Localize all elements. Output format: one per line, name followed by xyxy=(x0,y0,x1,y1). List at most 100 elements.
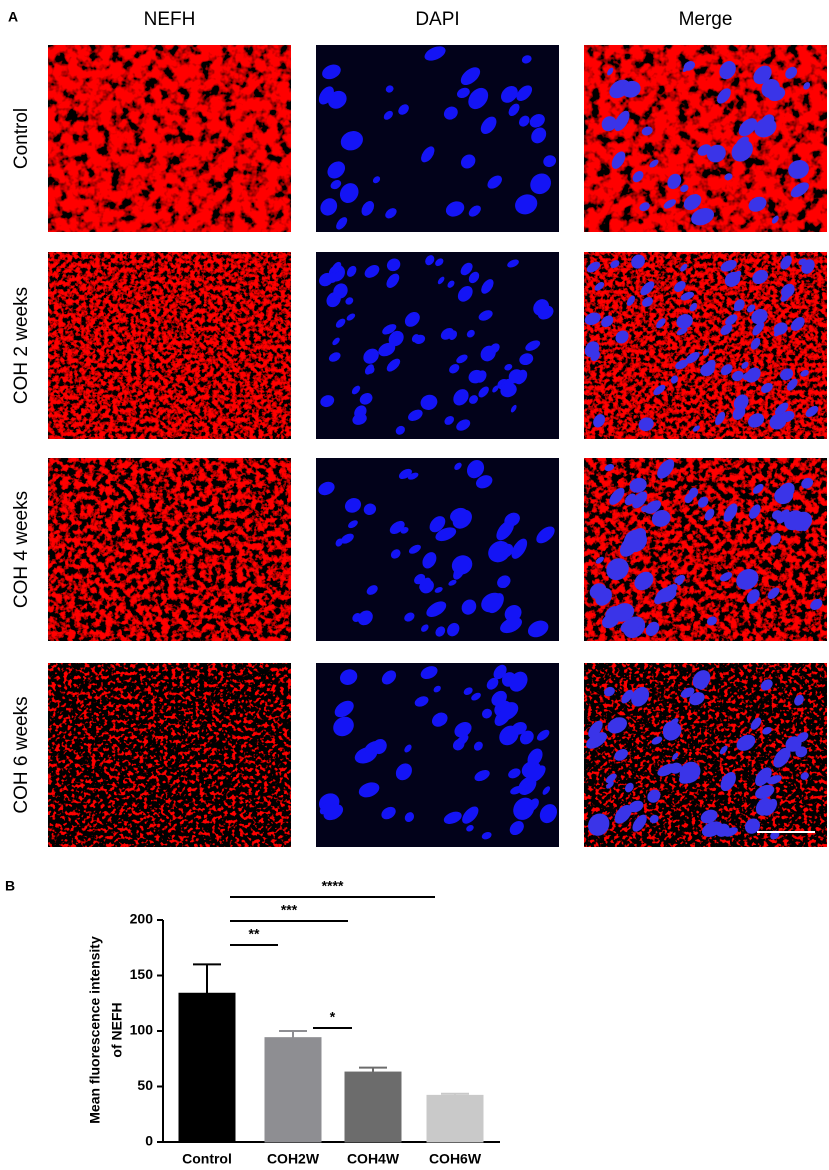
column-header: DAPI xyxy=(415,9,459,30)
nucleus xyxy=(354,405,367,419)
nucleus xyxy=(748,196,767,212)
nucleus xyxy=(770,532,781,546)
significance-label: *** xyxy=(281,902,298,918)
nucleus xyxy=(443,106,458,120)
nucleus xyxy=(363,348,379,364)
nucleus xyxy=(414,696,429,707)
nucleus xyxy=(631,686,650,707)
nucleus xyxy=(653,384,666,396)
nucleus xyxy=(521,55,532,64)
nucleus xyxy=(480,345,496,362)
y-tick-label: 50 xyxy=(137,1077,153,1093)
nucleus xyxy=(508,103,520,117)
nucleus xyxy=(529,765,546,782)
nucleus xyxy=(805,405,819,418)
nucleus xyxy=(318,481,335,496)
nucleus xyxy=(454,721,472,738)
nucleus xyxy=(420,666,438,680)
nucleus xyxy=(385,208,397,219)
nucleus xyxy=(762,798,778,816)
nucleus xyxy=(404,812,415,823)
nucleus xyxy=(774,402,789,416)
nucleus xyxy=(700,362,715,377)
nucleus xyxy=(689,302,698,312)
nucleus xyxy=(645,621,660,637)
x-tick-label: COH4W xyxy=(347,1151,400,1167)
nucleus xyxy=(486,677,499,690)
nucleus xyxy=(772,418,785,430)
nefh-stain xyxy=(584,252,827,439)
nefh-stain xyxy=(48,252,291,439)
y-axis-label: Mean fluorescence intensity xyxy=(87,936,103,1124)
nucleus xyxy=(706,144,726,163)
nucleus xyxy=(519,730,534,745)
nucleus xyxy=(460,67,481,86)
nucleus xyxy=(676,314,693,329)
nucleus xyxy=(680,291,695,301)
nucleus xyxy=(332,337,340,346)
nucleus xyxy=(404,311,420,327)
nucleus xyxy=(404,744,412,753)
nucleus xyxy=(786,378,798,391)
nucleus xyxy=(536,729,550,741)
nucleus xyxy=(588,720,603,738)
nucleus xyxy=(425,255,435,266)
nucleus xyxy=(620,618,642,633)
nucleus xyxy=(624,782,634,793)
nucleus xyxy=(481,279,494,294)
nucleus xyxy=(638,417,654,432)
nucleus xyxy=(741,361,749,369)
nucleus xyxy=(382,324,397,335)
nucleus xyxy=(327,161,346,179)
nucleus xyxy=(651,510,671,527)
nucleus xyxy=(389,520,405,534)
nucleus xyxy=(509,671,528,692)
nucleus xyxy=(351,385,361,395)
nucleus xyxy=(525,340,541,351)
nucleus xyxy=(674,281,686,293)
nucleus xyxy=(435,527,457,542)
x-tick-label: COH6W xyxy=(429,1151,482,1167)
nucleus xyxy=(346,265,357,277)
bar xyxy=(178,992,236,1143)
nucleus xyxy=(536,526,555,544)
nucleus xyxy=(487,593,504,614)
nucleus xyxy=(704,508,715,521)
nucleus xyxy=(738,118,758,137)
nucleus xyxy=(414,334,426,344)
nucleus xyxy=(519,353,534,366)
nucleus xyxy=(795,746,808,758)
nucleus xyxy=(408,409,423,421)
nucleus xyxy=(421,146,435,163)
nucleus xyxy=(318,86,334,105)
nucleus xyxy=(586,732,608,749)
nucleus xyxy=(466,825,474,832)
nucleus xyxy=(800,369,809,377)
nucleus xyxy=(466,460,485,479)
nucleus xyxy=(621,689,634,704)
nucleus xyxy=(780,292,791,302)
nucleus xyxy=(746,304,756,313)
nucleus xyxy=(366,366,375,374)
nucleus xyxy=(440,328,454,340)
nucleus xyxy=(468,369,484,384)
nucleus xyxy=(480,116,497,134)
nefh-stain xyxy=(48,45,291,232)
nucleus xyxy=(803,82,811,90)
nucleus xyxy=(328,352,341,362)
nucleus xyxy=(601,315,614,328)
nucleus xyxy=(744,818,761,834)
nucleus xyxy=(609,487,625,505)
nucleus xyxy=(810,598,823,610)
nucleus xyxy=(755,784,775,799)
nucleus xyxy=(500,382,517,398)
nucleus xyxy=(510,404,517,413)
nucleus xyxy=(670,718,679,726)
nucleus xyxy=(697,496,709,508)
nucleus xyxy=(642,297,653,307)
nucleus xyxy=(802,522,810,532)
nucleus xyxy=(478,386,489,398)
nucleus xyxy=(529,114,545,128)
nucleus xyxy=(716,88,731,104)
